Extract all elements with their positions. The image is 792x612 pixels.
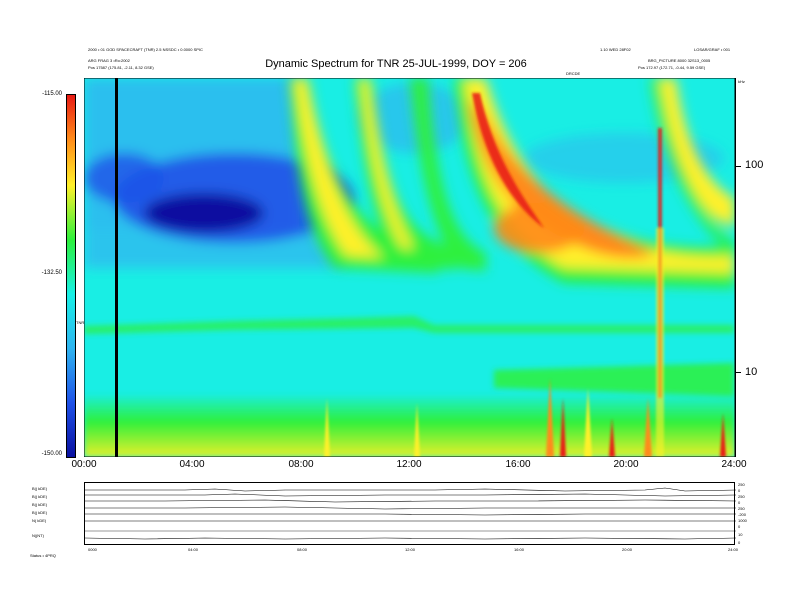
header-right-line2: LOSAR/GRAF • 001 [694,47,731,52]
parameter-panel-frame [84,482,737,545]
panel-label-5: N( kDE) [32,518,47,523]
panel-value-10: 0 [738,540,741,545]
time-label-4: 04:00 [179,459,205,470]
time-label-0: 00:00 [71,459,97,470]
colorbar-mid-label: -132.50 [41,270,62,276]
panel-tick-8: 08:00 [297,547,308,552]
panel-value-8: 0 [738,524,741,529]
panel-label-1: B|( kDE) [32,486,48,491]
time-label-20: 20:00 [613,459,639,470]
panel-footer: Status • 4PRQ [30,553,56,558]
panel-value-6: -200 [738,512,747,517]
header-right-line4: Pos 172.97 (172.71, -0.44, 9.59 GSE) [638,65,706,70]
panel-tick-4: 04:00 [188,547,199,552]
panel-value-2: 0 [738,488,741,493]
data-gap-line [115,78,118,457]
time-label-12: 12:00 [396,459,422,470]
panel-value-1: 250 [738,482,745,487]
colorbar-top-label: -115.00 [42,91,62,97]
panel-value-4: 0 [738,500,741,505]
freq-tick-10 [735,372,741,373]
header-left-line2: ARG FRAG 3 •Ro:2002 [88,58,130,63]
freq-label-100: 100 [745,159,764,171]
time-label-16: 16:00 [505,459,531,470]
panel-value-7: 1000 [738,518,747,523]
panel-value-9: 10 [738,532,743,537]
freq-axis-line [735,78,736,457]
burst-cores [472,93,664,457]
noise-bands [84,316,735,457]
parameter-traces [84,487,737,540]
time-label-8: 08:00 [288,459,314,470]
freq-label-10: 10 [745,366,758,378]
header-left-line3: Pos 17587 (175.81, -2.11, 8.32 GSE) [88,65,154,70]
header-right-line3: BRG_PICTURE 8000 32S13_0005 [648,58,711,63]
panel-tick-16: 16:00 [514,547,525,552]
mid-tag: DRCDE [566,71,581,76]
panel-label-4: B|( kDE) [32,510,48,515]
panel-tick-20: 20:00 [622,547,633,552]
low-intensity-region [84,78,724,268]
freq-tick-100 [735,166,741,167]
panel-label-2: B|( kDE) [32,494,48,499]
impulsive-spikes [324,378,726,457]
right-tag: kHz [738,79,745,84]
colorbar-units: TNR [76,320,85,325]
panel-value-3: 250 [738,494,745,499]
panel-label-3: B|( kDE) [32,502,48,507]
spectrogram-plot [84,78,735,457]
colorbar-bottom-label: -150.00 [41,451,62,457]
header-left-line1: 2000 • 01 GOD SPACECRAFT (TNR) 2.5 NSSDC… [88,47,203,52]
colorbar [66,94,76,458]
chart-title: Dynamic Spectrum for TNR 25-JUL-1999, DO… [265,58,527,70]
header-right-line1: 1.10 WED 28F02 [600,47,631,52]
panel-tick-12: 12:00 [405,547,416,552]
panel-label-6: N|(NT) [32,533,44,538]
panel-tick-24: 24:00 [728,547,739,552]
panel-value-5: 250 [738,506,745,511]
time-label-24: 24:00 [721,459,747,470]
emission-bursts [289,78,735,288]
panel-tick-0: 0000 [88,547,97,552]
